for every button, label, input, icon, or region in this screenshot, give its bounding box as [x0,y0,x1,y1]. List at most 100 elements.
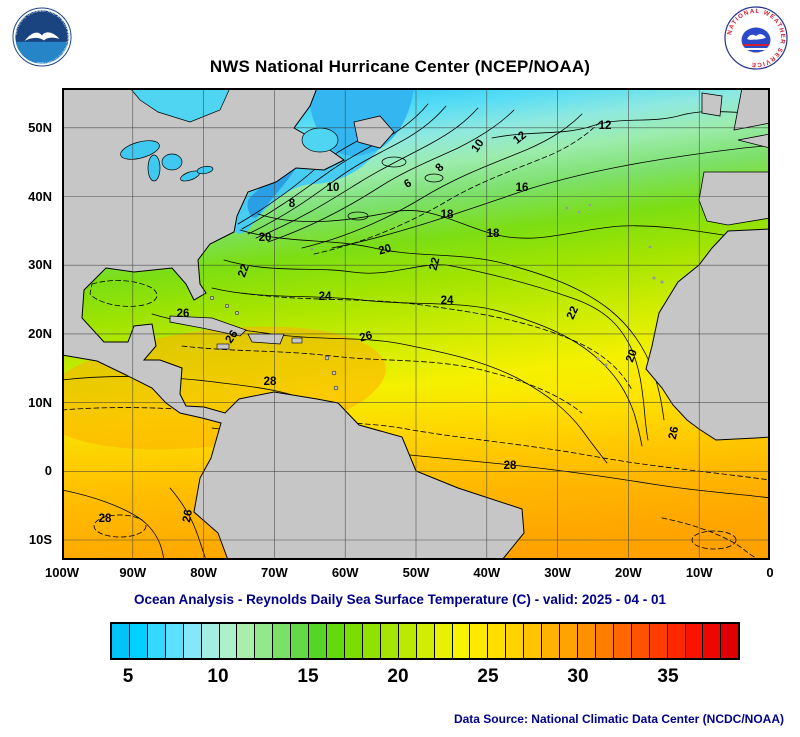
colorbar-cell [219,624,238,658]
newfoundland [353,115,395,149]
colorbar-cell [631,624,650,658]
colorbar-cell [416,624,435,658]
contour-label: 8 [289,198,296,210]
nws-cloud-icon [747,34,766,40]
page-title: NWS National Hurricane Center (NCEP/NOAA… [209,57,591,76]
colorbar-cell [147,624,166,658]
lat-tick-label: 10S [28,532,52,547]
noaa-logo: NATIONAL OCEANIC AND ATMOSPHERIC ADMINIS… [12,7,72,67]
contour-label: 22 [236,263,252,279]
map-border [62,88,770,560]
contour-label: 16 [516,182,529,194]
lat-tick-label: 40N [28,188,52,204]
hispaniola [247,333,285,345]
colorbar-cell [524,624,543,658]
lon-tick-label: 50W [402,565,430,580]
land-americas [62,88,525,560]
lat-tick-label: 30N [28,257,52,273]
colorbar-cell [703,624,722,658]
colorbar-tick-labels: 5 10 15 20 25 30 35 [110,666,740,692]
noaa-gull-icon [24,32,60,41]
colorbar-cell [667,624,686,658]
colorbar-cell [434,624,453,658]
lon-tick-label: 20W [615,565,642,580]
temperature-colorbar [110,622,740,660]
lon-tick-label: 60W [331,565,359,580]
contour-label: 24 [441,295,454,307]
colorbar-cell [309,624,328,658]
contour-label: 18 [441,209,454,221]
colorbar-cell [452,624,471,658]
lat-tick-label: 0 [44,463,52,479]
colorbar-cell [542,624,561,658]
contour-label: 12 [599,120,612,132]
land-masses [62,88,770,560]
land-ireland [701,92,723,117]
colorbar-cell [398,624,417,658]
colorbar-cell [183,624,202,658]
nws-logo-globe [741,27,771,53]
lat-tick-label: 20N [28,325,52,341]
colorbar-tick-label: 15 [297,666,319,687]
contour-label: 20 [377,243,392,258]
contour-label: 26 [358,330,373,345]
colorbar-cell [685,624,704,658]
cuba [169,315,247,337]
colorbar-cell [273,624,292,658]
contour-label: 28 [264,376,277,388]
colorbar-cell [488,624,507,658]
land-uk [733,88,770,131]
colorbar-tick-label: 20 [387,666,409,687]
great-lakes [120,140,214,182]
colorbar-cell [721,624,739,658]
lon-tick-label: 80W [190,565,217,580]
lon-tick-label: 10W [685,565,713,580]
lon-tick-label: 70W [261,565,288,580]
colorbar-cell [237,624,256,658]
colorbar-tick-label: 5 [122,666,134,687]
colorbar-cell [470,624,489,658]
colorbar-cell [613,624,632,658]
colorbar-cell [112,624,130,658]
lat-tick-label: 50N [28,119,52,135]
atlantic-islands [310,203,664,367]
lon-tick-label: 90W [119,565,147,580]
contour-label: 26 [181,509,195,524]
colorbar-cell [577,624,596,658]
contour-label: 28 [99,513,112,525]
graticule [62,88,770,560]
contour-label: 18 [487,228,500,240]
colorbar-cell [327,624,345,658]
contour-label: 20 [259,232,272,244]
contour-label: 20 [624,348,640,364]
contour-label: 26 [177,308,190,320]
colorbar-cell [506,624,525,658]
contour-label: 10 [327,182,340,194]
latitude-axis: 50N 40N 30N 20N 10N 0 10S [0,88,58,560]
colorbar-cell [129,624,148,658]
colorbar-cell [201,624,220,658]
land-iberia [698,171,770,226]
puerto-rico [291,337,303,344]
colorbar-tick-label: 35 [657,666,679,687]
contour-label: 24 [319,291,332,303]
lat-tick-label: 10N [28,394,52,410]
contour-label: 22 [428,256,443,271]
noaa-logo-sea [15,41,69,64]
land-france [737,133,770,149]
lon-tick-label: 40W [473,565,501,580]
colorbar-cell [255,624,274,658]
contour-label: 28 [504,460,517,472]
colorbar-cell [649,624,668,658]
colorbar-cell [165,624,184,658]
contour-label: 6 [402,177,414,191]
longitude-axis: 100W 90W 80W 70W 60W 50W 40W 30W 20W 10W 0 [45,565,774,585]
nws-logo-stripes [741,44,771,53]
colorbar-tick-label: 25 [477,666,499,687]
jamaica [216,343,230,350]
nws-logo: NATIONAL WEATHER SERVICE [724,6,788,70]
isotherm-contours [62,103,770,560]
map-subtitle: Ocean Analysis - Reynolds Daily Sea Surf… [134,592,666,607]
lon-tick-label: 30W [544,565,571,580]
